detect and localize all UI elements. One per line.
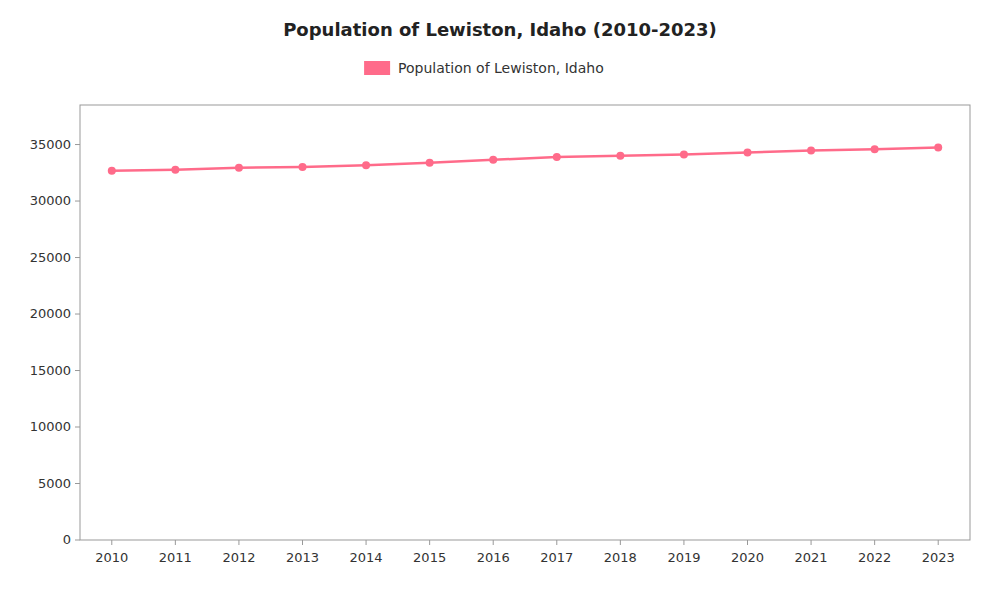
- tick-label: 30000: [30, 193, 71, 208]
- marker: [871, 145, 879, 153]
- tick-label: 2014: [350, 550, 383, 565]
- tick-mark: [874, 540, 875, 545]
- chart: Population of Lewiston, Idaho (2010-2023…: [0, 0, 1000, 600]
- y-axis: 0 5000 10000 15000 20000 25000 30000 35000: [30, 137, 80, 547]
- tick-mark: [620, 540, 621, 545]
- marker: [807, 146, 815, 154]
- marker: [744, 149, 752, 157]
- marker: [108, 167, 116, 175]
- marker: [362, 161, 370, 169]
- tick-mark: [238, 540, 239, 545]
- tick-label: 2011: [159, 550, 192, 565]
- plot-frame: [80, 105, 970, 540]
- marker: [235, 164, 243, 172]
- tick-mark: [75, 540, 80, 541]
- tick-label: 0: [63, 532, 71, 547]
- tick-mark: [366, 540, 367, 545]
- tick-label: 2010: [95, 550, 128, 565]
- tick-label: 20000: [30, 306, 71, 321]
- tick-mark: [429, 540, 430, 545]
- marker: [616, 152, 624, 160]
- tick-label: 10000: [30, 419, 71, 434]
- tick-label: 2016: [477, 550, 510, 565]
- marker: [426, 159, 434, 167]
- tick-mark: [75, 314, 80, 315]
- tick-label: 15000: [30, 363, 71, 378]
- marker: [489, 156, 497, 164]
- tick-mark: [302, 540, 303, 545]
- tick-mark: [75, 483, 80, 484]
- series: [108, 144, 942, 175]
- tick-mark: [747, 540, 748, 545]
- marker: [299, 163, 307, 171]
- tick-label: 2021: [795, 550, 828, 565]
- tick-label: 2023: [922, 550, 955, 565]
- tick-mark: [683, 540, 684, 545]
- chart-container: Population of Lewiston, Idaho (2010-2023…: [0, 0, 1000, 600]
- tick-mark: [811, 540, 812, 545]
- tick-mark: [75, 427, 80, 428]
- tick-mark: [75, 144, 80, 145]
- tick-label: 5000: [38, 476, 71, 491]
- tick-label: 25000: [30, 250, 71, 265]
- x-axis: 2010 2011 2012 2013 2014 2015 2016 2017 2018 2019…: [95, 540, 955, 565]
- plot-area: [108, 144, 942, 175]
- legend: Population of Lewiston, Idaho: [364, 60, 604, 76]
- tick-mark: [75, 370, 80, 371]
- tick-label: 2013: [286, 550, 319, 565]
- tick-label: 2012: [222, 550, 255, 565]
- title: Population of Lewiston, Idaho (2010-2023…: [283, 19, 717, 40]
- tick-mark: [111, 540, 112, 545]
- tick-label: 2017: [540, 550, 573, 565]
- tick-label: 2022: [858, 550, 891, 565]
- tick-mark: [938, 540, 939, 545]
- tick-label: 2019: [667, 550, 700, 565]
- tick-mark: [75, 257, 80, 258]
- marker: [553, 153, 561, 161]
- tick-label: 2020: [731, 550, 764, 565]
- legend-label: Population of Lewiston, Idaho: [398, 60, 604, 76]
- tick-label: 2018: [604, 550, 637, 565]
- tick-mark: [75, 201, 80, 202]
- tick-label: 2015: [413, 550, 446, 565]
- tick-mark: [175, 540, 176, 545]
- tick-mark: [556, 540, 557, 545]
- marker: [934, 144, 942, 152]
- legend-swatch: [364, 61, 390, 75]
- tick-label: 35000: [30, 137, 71, 152]
- marker: [171, 166, 179, 174]
- tick-mark: [493, 540, 494, 545]
- marker: [680, 151, 688, 159]
